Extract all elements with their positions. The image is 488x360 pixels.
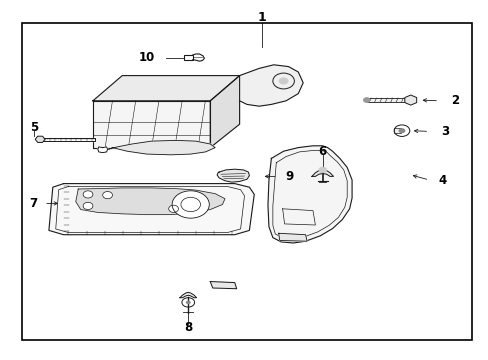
- Text: 10: 10: [138, 51, 155, 64]
- Polygon shape: [180, 292, 196, 298]
- Text: 8: 8: [184, 321, 192, 334]
- Text: 7: 7: [29, 197, 37, 210]
- Bar: [22, 23, 471, 340]
- Polygon shape: [40, 138, 95, 141]
- Text: 9: 9: [285, 170, 293, 183]
- Text: 5: 5: [30, 121, 38, 134]
- Polygon shape: [210, 76, 239, 148]
- Polygon shape: [93, 76, 239, 101]
- Circle shape: [83, 191, 93, 198]
- Circle shape: [168, 205, 178, 212]
- Text: 6: 6: [318, 145, 326, 158]
- Polygon shape: [311, 170, 333, 176]
- Circle shape: [363, 98, 369, 103]
- Polygon shape: [239, 65, 303, 106]
- Circle shape: [172, 191, 209, 218]
- Polygon shape: [98, 147, 107, 153]
- Polygon shape: [76, 188, 224, 215]
- Text: 3: 3: [440, 125, 448, 138]
- Bar: [183, 55, 192, 60]
- Polygon shape: [267, 146, 351, 243]
- Polygon shape: [49, 184, 254, 235]
- Polygon shape: [217, 169, 249, 182]
- Circle shape: [83, 202, 93, 210]
- Polygon shape: [192, 54, 204, 61]
- Circle shape: [185, 301, 190, 304]
- Bar: [393, 128, 401, 133]
- Circle shape: [102, 192, 112, 199]
- Text: 2: 2: [450, 94, 458, 107]
- Text: 1: 1: [257, 11, 265, 24]
- Bar: [366, 98, 410, 102]
- Polygon shape: [210, 282, 236, 289]
- Polygon shape: [93, 101, 210, 148]
- Circle shape: [398, 128, 405, 133]
- Circle shape: [278, 77, 288, 85]
- Text: 4: 4: [438, 174, 446, 186]
- Polygon shape: [107, 140, 215, 155]
- Polygon shape: [278, 233, 306, 241]
- Circle shape: [318, 167, 326, 173]
